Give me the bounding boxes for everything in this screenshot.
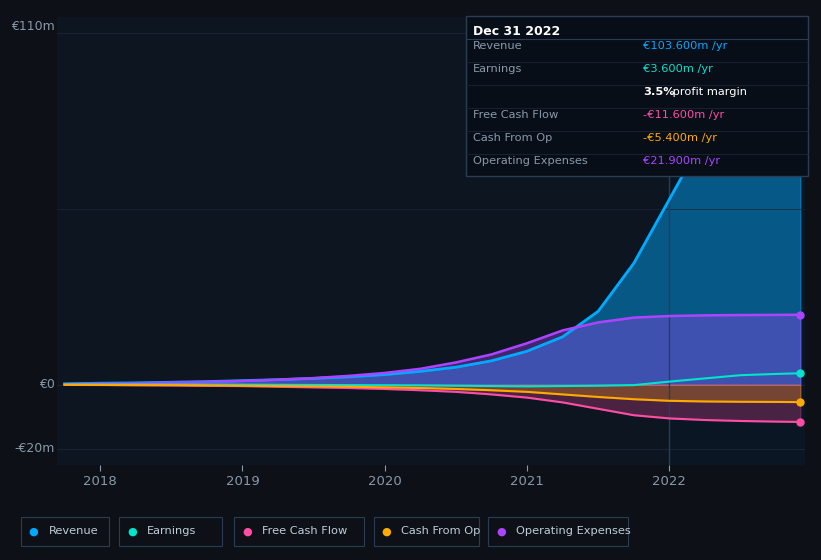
Text: -€20m: -€20m <box>14 442 55 455</box>
Text: Free Cash Flow: Free Cash Flow <box>473 110 558 120</box>
Text: Revenue: Revenue <box>473 41 522 52</box>
Text: Cash From Op: Cash From Op <box>401 526 481 536</box>
Text: ●: ● <box>242 526 252 536</box>
Text: €103.600m /yr: €103.600m /yr <box>643 41 727 52</box>
Text: €110m: €110m <box>11 20 55 33</box>
Text: €3.600m /yr: €3.600m /yr <box>643 64 713 74</box>
Text: Operating Expenses: Operating Expenses <box>473 156 588 166</box>
Text: Dec 31 2022: Dec 31 2022 <box>473 25 560 38</box>
Text: profit margin: profit margin <box>669 87 747 97</box>
Text: ●: ● <box>127 526 137 536</box>
Text: 3.5%: 3.5% <box>643 87 675 97</box>
Text: -€5.400m /yr: -€5.400m /yr <box>643 133 717 143</box>
Text: Operating Expenses: Operating Expenses <box>516 526 631 536</box>
Text: Earnings: Earnings <box>473 64 522 74</box>
Text: ●: ● <box>29 526 39 536</box>
Text: Revenue: Revenue <box>48 526 98 536</box>
Text: -€11.600m /yr: -€11.600m /yr <box>643 110 724 120</box>
Text: ●: ● <box>497 526 507 536</box>
Text: Free Cash Flow: Free Cash Flow <box>262 526 347 536</box>
Text: ●: ● <box>382 526 392 536</box>
Text: €21.900m /yr: €21.900m /yr <box>643 156 720 166</box>
Text: Cash From Op: Cash From Op <box>473 133 553 143</box>
Bar <box>669 17 821 465</box>
Text: €0: €0 <box>39 379 55 391</box>
Text: Earnings: Earnings <box>147 526 196 536</box>
